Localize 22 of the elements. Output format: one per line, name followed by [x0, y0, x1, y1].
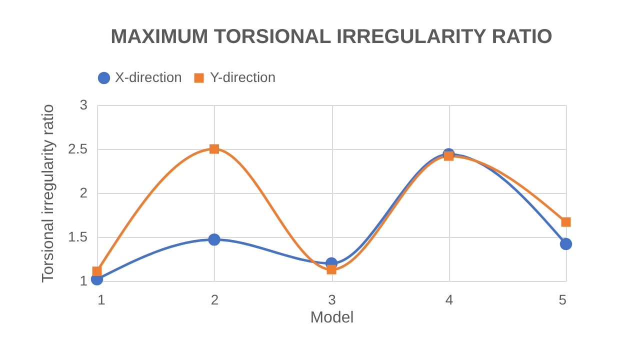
legend-label: X-direction: [115, 69, 182, 85]
x-tick-label: 2: [210, 292, 219, 308]
chart-title: MAXIMUM TORSIONAL IRREGULARITY RATIO: [110, 26, 552, 48]
y-tick-label: 1: [80, 272, 88, 288]
y-tick-label: 2: [80, 184, 88, 200]
point: [210, 144, 219, 154]
y-tick-label: 1.5: [68, 228, 88, 244]
x-tick-label: 5: [558, 292, 567, 308]
point: [92, 266, 102, 276]
y-tick-label: 3: [80, 96, 88, 112]
y-tick-label: 2.5: [68, 140, 88, 156]
x-tick-label: 3: [328, 292, 336, 308]
point: [444, 151, 454, 161]
y-axis-title: Torsional irregularity ratio: [40, 104, 58, 283]
x-tick-label: 4: [445, 292, 454, 308]
point: [560, 238, 572, 250]
point: [208, 234, 220, 246]
legend-label: Y-direction: [210, 69, 276, 85]
x-tick-label: 1: [98, 292, 106, 308]
point: [561, 217, 571, 227]
x-axis-title: Model: [310, 310, 354, 326]
point: [326, 264, 336, 274]
